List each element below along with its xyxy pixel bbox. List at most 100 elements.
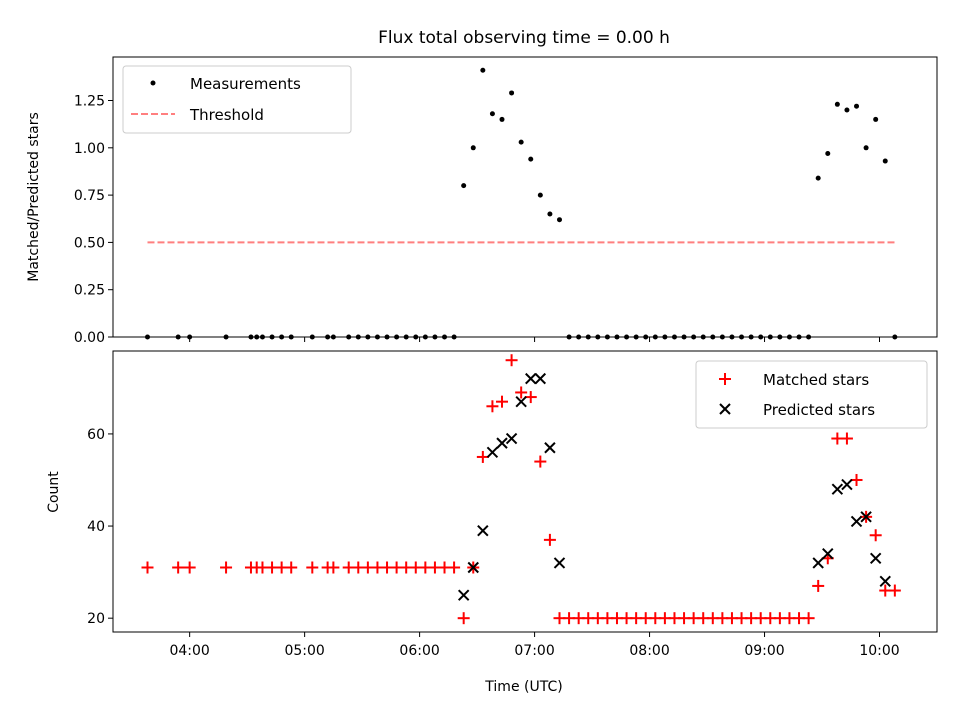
matched-star-point — [220, 561, 233, 574]
matched-star-point — [457, 612, 470, 625]
predicted-star-point — [850, 515, 863, 528]
matched-star-point — [476, 450, 489, 463]
measurement-point — [518, 139, 524, 145]
bottom-legend-box — [695, 360, 928, 429]
predicted-star-point — [525, 372, 537, 385]
measurement-point — [844, 107, 850, 113]
x-tick-label: 04:00 — [169, 643, 209, 659]
matched-star-point — [524, 391, 537, 404]
matched-star-point — [172, 561, 185, 574]
measurement-point — [547, 211, 553, 217]
measurement-point — [509, 90, 515, 96]
y-tick-label: 1.25 — [74, 94, 105, 110]
matched-star-point — [183, 561, 196, 574]
measurement-point — [499, 116, 505, 122]
top-legend: Measurements Threshold — [122, 65, 352, 134]
y-tick-label: 20 — [87, 611, 105, 627]
measurement-point — [470, 145, 476, 151]
matched-star-point — [534, 455, 547, 468]
predicted-star-point — [534, 372, 547, 385]
matched-star-point — [812, 579, 825, 592]
legend-threshold-label: Threshold — [189, 106, 264, 124]
measurement-point — [528, 156, 534, 162]
matched-star-point — [850, 473, 863, 486]
legend-predicted-label: Predicted stars — [763, 401, 875, 419]
matched-star-point — [543, 533, 556, 546]
y-tick-label: 0.25 — [74, 283, 105, 299]
matched-star-point — [840, 432, 853, 445]
top-panel-frame — [112, 56, 938, 338]
matched-star-point — [515, 386, 528, 399]
matched-star-point — [505, 354, 518, 367]
matched-star-point — [802, 612, 815, 625]
predicted-star-point — [457, 589, 470, 601]
measurement-point — [825, 150, 831, 156]
x-tick-label: 06:00 — [399, 643, 439, 659]
x-axis-label: Time (UTC) — [484, 679, 562, 695]
predicted-star-point — [477, 524, 489, 537]
predicted-star-point — [841, 478, 853, 491]
bottom-panel: 04:00 05:00 06:00 07:00 08:00 09:00 10:00 20 40 6… — [46, 350, 938, 695]
predicted-star-point — [505, 432, 518, 445]
y-tick-label: 40 — [87, 519, 105, 535]
y-tick-label: 1.00 — [74, 141, 105, 157]
measurement-point — [489, 111, 495, 117]
measurement-point — [834, 101, 840, 107]
top-panel-ticks: 0.00 0.25 0.50 0.75 1.00 1.25 — [74, 94, 881, 346]
predicted-star-point — [467, 561, 479, 574]
bottom-panel-marks — [141, 354, 901, 625]
predicted-star-point — [553, 557, 566, 569]
x-tick-label: 07:00 — [514, 643, 554, 659]
legend-matched-marker — [719, 373, 731, 385]
predicted-star-point — [812, 557, 824, 569]
matched-star-point — [496, 395, 509, 408]
matched-star-point — [285, 561, 298, 574]
measurement-point — [882, 158, 888, 164]
predicted-star-point — [869, 552, 882, 565]
matched-star-point — [306, 561, 319, 574]
legend-measurements-label: Measurements — [190, 75, 301, 93]
matched-star-point — [486, 400, 499, 413]
top-y-axis-label: Matched/Predicted stars — [26, 112, 42, 282]
matched-star-point — [327, 561, 340, 574]
y-tick-label: 0.50 — [74, 235, 105, 251]
measurement-point — [815, 175, 821, 181]
measurement-point — [873, 116, 879, 122]
y-tick-label: 0.75 — [74, 188, 105, 204]
matched-star-point — [141, 561, 154, 574]
legend-matched-label: Matched stars — [763, 371, 869, 389]
x-tick-label: 05:00 — [284, 643, 324, 659]
x-tick-label: 10:00 — [859, 643, 899, 659]
predicted-star-point — [879, 575, 891, 588]
x-tick-label: 08:00 — [629, 643, 669, 659]
bottom-panel-frame — [112, 350, 938, 633]
predicted-star-point — [860, 511, 872, 523]
measurement-point — [480, 67, 486, 73]
x-tick-label: 09:00 — [744, 643, 784, 659]
measurement-point — [863, 145, 869, 151]
predicted-star-point — [515, 395, 527, 408]
measurement-point — [854, 103, 860, 109]
top-legend-box — [122, 65, 352, 134]
y-tick-label: 60 — [87, 427, 105, 443]
bottom-panel-ticks: 04:00 05:00 06:00 07:00 08:00 09:00 10:00 20 40 6… — [87, 427, 900, 659]
matched-star-point — [888, 584, 901, 597]
matched-star-point — [869, 529, 882, 542]
chart-title: Flux total observing time = 0.00 h — [378, 28, 670, 48]
measurement-point — [556, 217, 562, 223]
predicted-star-point — [831, 483, 844, 495]
legend-measurements-marker — [150, 80, 156, 86]
top-panel: 0.00 0.25 0.50 0.75 1.00 1.25 Matched/Predict… — [26, 56, 938, 346]
predicted-star-point — [496, 437, 508, 449]
measurement-point — [537, 192, 543, 198]
matched-star-point — [448, 561, 461, 574]
predicted-star-point — [822, 547, 834, 560]
y-tick-label: 0.00 — [74, 330, 105, 346]
predicted-star-point — [544, 442, 556, 454]
legend-predicted-marker — [719, 403, 731, 415]
measurement-point — [461, 183, 467, 189]
bottom-legend: Matched stars Predicted stars — [695, 360, 928, 429]
bottom-y-axis-label: Count — [46, 471, 62, 513]
predicted-star-point — [486, 446, 499, 459]
